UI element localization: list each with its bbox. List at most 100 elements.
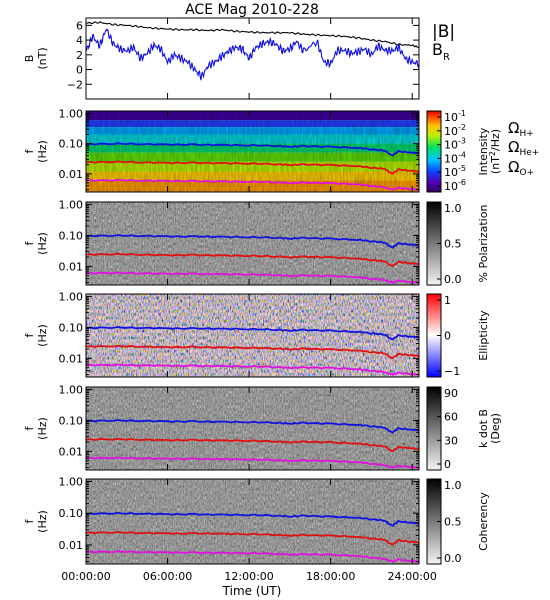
- colorbar-tick-exponent: -4: [458, 150, 466, 159]
- colorbar-tick-label: 1: [444, 294, 451, 307]
- intensity-texture: [86, 111, 419, 192]
- coherency-colorbar-label: Coherency: [477, 492, 490, 551]
- mag-legend: |B| BR: [432, 22, 455, 63]
- colorbar-tick-label: 0.0: [444, 273, 462, 286]
- gyro-line-oplus: [85, 178, 420, 192]
- ellipticity-colorbar-label: Ellipticity: [477, 310, 490, 361]
- y-tick-label: 0.01: [59, 352, 84, 365]
- colorbar-tick-exponent: -3: [458, 137, 466, 146]
- kdotb-colorbar: [426, 386, 442, 471]
- colorbar-tick-label: 10-2: [444, 123, 466, 138]
- polarization-colorbar-label: % Polarization: [477, 205, 490, 283]
- colorbar-tick-label: 10-3: [444, 137, 466, 152]
- gyro-line-oplus: [85, 456, 420, 470]
- legend-b-radial-main: B: [432, 40, 443, 59]
- legend-gyro-subscript: He+: [519, 148, 539, 158]
- gyro-line-heplus: [85, 160, 420, 175]
- y-tick-label: 1.00: [59, 107, 84, 120]
- intensity-colorbar-units: (nT2/Hz): [488, 129, 502, 174]
- ellipticity-frame: [85, 293, 420, 378]
- gyro-line-hplus: [85, 142, 420, 157]
- legend-gyro-subscript: O+: [519, 168, 534, 178]
- coherency-frame: [85, 478, 420, 565]
- y-axis-units: (Hz): [36, 324, 49, 347]
- colorbar-tick-label: 0.5: [444, 516, 462, 529]
- kdotb-colorbar-units: (Deg): [489, 413, 502, 444]
- intensity-colorbar: [426, 110, 442, 193]
- y-tick-label: 0.01: [59, 260, 84, 273]
- colorbar-tick-exponent: -2: [458, 123, 466, 132]
- y-axis-label: f: [23, 148, 36, 153]
- y-tick-label: 0.10: [59, 507, 84, 520]
- y-tick-label: 0.10: [59, 138, 84, 151]
- gyro-line-hplus: [85, 511, 420, 527]
- legend-gyro-subscript: H+: [519, 129, 533, 139]
- legend-b-radial: BR: [432, 40, 450, 63]
- colorbar-tick-label: 0: [444, 458, 451, 471]
- y-axis-units: (Hz): [36, 232, 49, 255]
- gyro-line-oplus: [85, 271, 420, 285]
- gyro-line-hplus: [85, 234, 420, 249]
- gyro-legend: ΩH+ΩHe+ΩO+: [508, 119, 539, 178]
- y-tick-label: 1.00: [59, 476, 84, 489]
- kdotb-texture: [86, 387, 419, 470]
- y-tick-label: 1.00: [59, 198, 84, 211]
- units-part: (nT: [489, 156, 502, 174]
- colorbar-tick-exponent: -1: [458, 109, 466, 118]
- x-tick-label: 18:00:00: [306, 570, 355, 583]
- kdotb-frame: [85, 386, 420, 471]
- legend-gyro-oplus: ΩO+: [508, 158, 534, 178]
- y-tick-label: 0.01: [59, 445, 84, 458]
- y-tick-label: 1.00: [59, 290, 84, 303]
- polarization-texture: [86, 202, 419, 285]
- y-tick-label: 0.01: [59, 539, 84, 552]
- gyro-line-hplus: [85, 326, 420, 341]
- legend-gyro-hplus: ΩH+: [508, 119, 534, 139]
- legend-b-total: |B|: [432, 22, 455, 42]
- colorbar-tick-label: 90: [444, 387, 458, 400]
- x-axis-title: Time (UT): [222, 584, 282, 598]
- y-tick-label: 0.10: [59, 414, 84, 427]
- gyro-line-oplus: [85, 363, 420, 377]
- gyrofrequency-curves: [85, 21, 420, 563]
- colorbar-tick-label: 10-6: [444, 178, 466, 193]
- colorbar-tick-label: 10-4: [444, 150, 466, 165]
- y-tick-label: 1.00: [59, 383, 84, 396]
- gyro-line-heplus: [85, 344, 420, 360]
- y-tick-label: 6: [76, 19, 83, 32]
- y-axis-label: f: [23, 425, 36, 430]
- colorbar-tick-label: 10-5: [444, 164, 466, 179]
- colorbar-tick-label: 1.0: [444, 479, 462, 492]
- colorbar-tick-label: 60: [444, 411, 458, 424]
- coherency-texture: [86, 479, 419, 564]
- y-axis-units: (nT): [36, 47, 49, 69]
- spectrogram-images: [86, 111, 419, 564]
- colorbar-tick-label: 1.0: [444, 202, 462, 215]
- colorbar-tick-exponent: -6: [458, 178, 466, 187]
- polarization-frame: [85, 201, 420, 286]
- figure-title: ACE Mag 2010-228: [185, 2, 319, 18]
- y-tick-label: 0.10: [59, 321, 84, 334]
- legend-b-radial-sub: R: [443, 52, 450, 63]
- x-tick-label: 00:00:00: [61, 570, 110, 583]
- legend-gyro-heplus: ΩHe+: [508, 138, 539, 158]
- x-tick-label: 06:00:00: [143, 570, 192, 583]
- y-axis-units: (Hz): [36, 417, 49, 440]
- intensity-frame: [85, 110, 420, 193]
- legend-gyro-symbol: Ω: [508, 158, 519, 176]
- units-part: /Hz): [489, 129, 502, 151]
- gyro-line-heplus: [85, 252, 420, 268]
- legend-gyro-symbol: Ω: [508, 138, 519, 156]
- x-tick-label: 24:00:00: [388, 570, 437, 583]
- gyro-line-hplus: [85, 419, 420, 434]
- y-axis-label: B: [23, 55, 36, 63]
- y-axis-label: f: [23, 332, 36, 337]
- y-axis-label: f: [23, 240, 36, 245]
- gyro-line-heplus: [85, 530, 420, 546]
- y-tick-label: 2: [76, 49, 83, 62]
- y-tick-label: 0: [76, 64, 83, 77]
- colorbar-tick-label: 0: [444, 330, 451, 343]
- colorbar-tick-label: 10-1: [444, 109, 466, 124]
- mag-frame: [85, 17, 420, 100]
